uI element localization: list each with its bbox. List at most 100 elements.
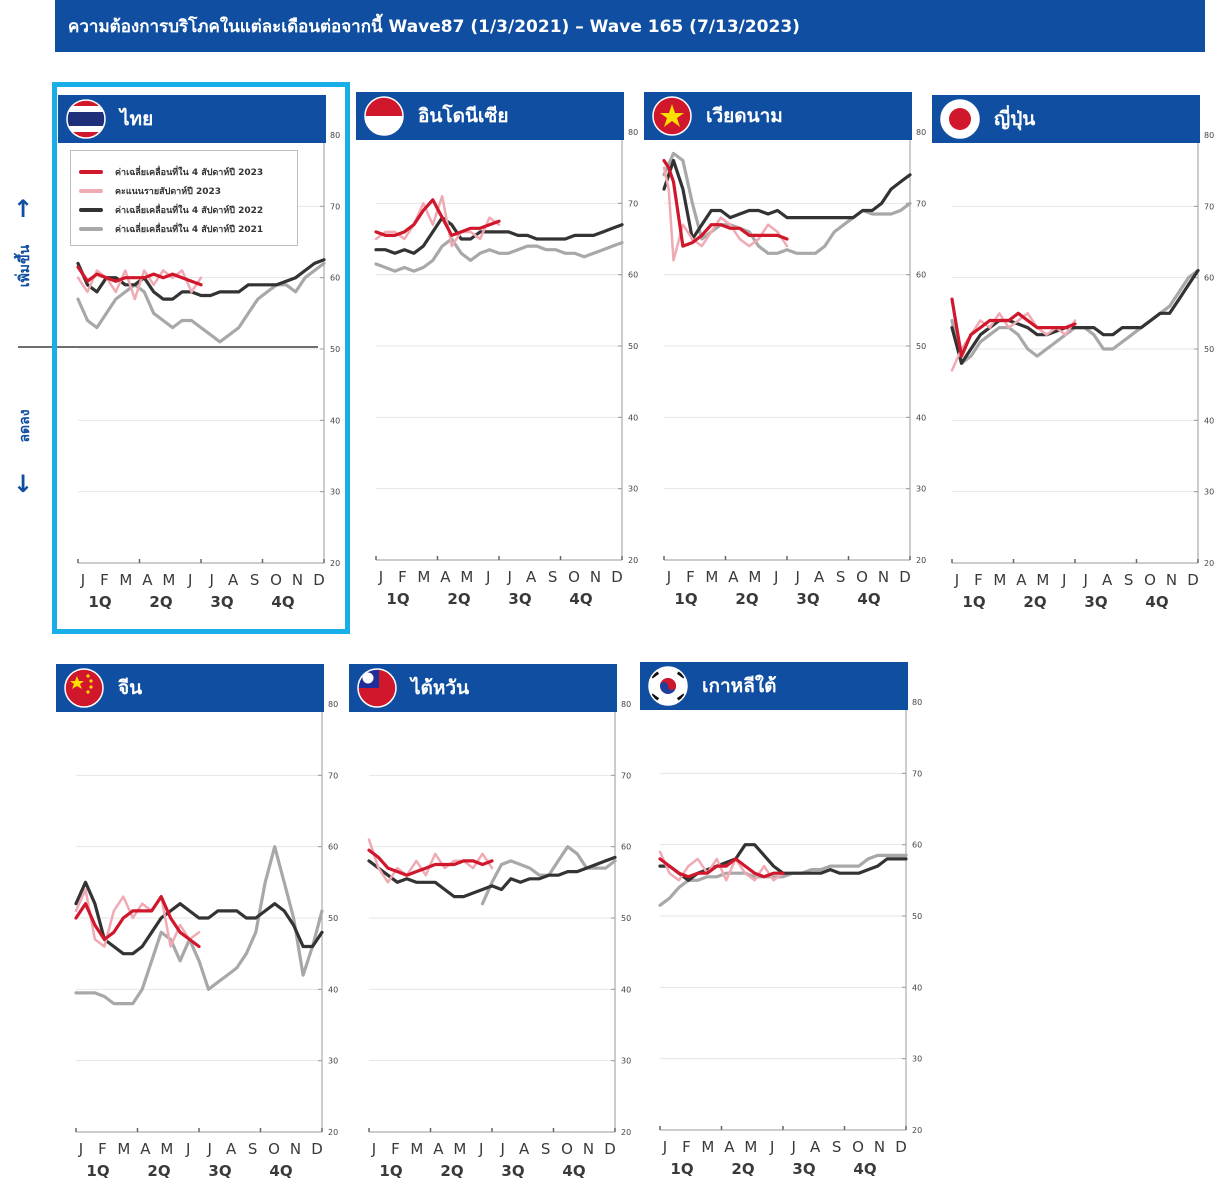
month-label: J xyxy=(378,568,383,586)
legend-item: ค่าเฉลี่ยเคลื่อนที่ใน 4 สัปดาห์ปี 2021 xyxy=(79,220,263,238)
quarter-label: 3Q xyxy=(508,590,531,608)
y-tick-label: 40 xyxy=(912,983,922,992)
china-flag-icon xyxy=(64,668,104,708)
chart-panel: 20 30 40 50 60 70 80 J F M A M J J A S O N D 1Q 2Q 3Q 4Q ไต้หวั… xyxy=(349,664,649,1204)
side-axis-labels: ↑ เพิ่มขึ้น ลดลง ↓ xyxy=(0,190,50,510)
series-line xyxy=(662,158,912,241)
quarter-label: 2Q xyxy=(149,593,172,611)
month-label: F xyxy=(682,1138,691,1156)
series-line xyxy=(374,198,501,237)
page-title: ความต้องการบริโภคในแต่ละเดือนต่อจากนี้ W… xyxy=(68,16,800,37)
month-label: A xyxy=(440,568,451,586)
quarter-label: 4Q xyxy=(569,590,592,608)
month-label: M xyxy=(1036,571,1049,589)
series-line xyxy=(367,838,494,884)
chart-panel: 20 30 40 50 60 70 80 J F M A M J J A S O N D 1Q 2Q 3Q 4Q อินโดน… xyxy=(356,92,656,632)
quarter-label: 2Q xyxy=(735,590,758,608)
month-label: D xyxy=(611,568,623,586)
month-label: J xyxy=(791,1138,796,1156)
month-label: A xyxy=(724,1138,735,1156)
series-line xyxy=(658,853,908,907)
y-tick-label: 20 xyxy=(328,1128,338,1137)
month-label: D xyxy=(899,568,911,586)
taiwan-flag-icon xyxy=(357,668,397,708)
quarter-label: 4Q xyxy=(857,590,880,608)
month-label: J xyxy=(187,571,192,589)
quarter-label: 1Q xyxy=(674,590,697,608)
month-label: J xyxy=(80,571,85,589)
y-tick-label: 30 xyxy=(621,1057,631,1066)
country-header: เกาหลีใต้ xyxy=(640,662,908,710)
y-tick-label: 60 xyxy=(328,843,338,852)
y-tick-label: 80 xyxy=(328,700,338,709)
quarter-label: 1Q xyxy=(670,1160,693,1178)
month-label: O xyxy=(568,568,580,586)
quarter-label: 3Q xyxy=(208,1162,231,1180)
month-label: D xyxy=(604,1140,616,1158)
quarter-label: 3Q xyxy=(210,593,233,611)
country-header: จีน xyxy=(56,664,324,712)
month-label: A xyxy=(228,571,239,589)
month-label: F xyxy=(391,1140,400,1158)
y-tick-label: 60 xyxy=(1204,274,1214,283)
series-line xyxy=(374,237,624,273)
y-tick-label: 50 xyxy=(621,914,631,923)
y-tick-label: 30 xyxy=(328,1057,338,1066)
y-tick-label: 50 xyxy=(330,345,340,354)
month-label: N xyxy=(292,571,303,589)
y-tick-label: 70 xyxy=(628,199,638,208)
month-label: S xyxy=(1124,571,1134,589)
quarter-label: 3Q xyxy=(796,590,819,608)
month-label: N xyxy=(1166,571,1177,589)
y-tick-label: 30 xyxy=(916,485,926,494)
month-label: O xyxy=(268,1140,280,1158)
y-tick-label: 40 xyxy=(328,985,338,994)
thailand-flag-icon xyxy=(66,99,106,139)
month-label: M xyxy=(417,568,430,586)
legend-label: ค่าเฉลี่ยเคลื่อนที่ใน 4 สัปดาห์ปี 2023 xyxy=(115,168,264,178)
month-label: O xyxy=(856,568,868,586)
month-label: J xyxy=(485,568,490,586)
increase-label: เพิ่มขึ้น xyxy=(17,244,33,288)
y-tick-label: 30 xyxy=(330,488,340,497)
quarter-label: 4Q xyxy=(853,1160,876,1178)
vietnam-flag-icon xyxy=(652,96,692,136)
y-tick-label: 70 xyxy=(328,771,338,780)
month-label: J xyxy=(371,1140,376,1158)
chart-panel: 20 30 40 50 60 70 80 J F M A M J J A S O N D 1Q 2Q 3Q 4Q เกาหลี… xyxy=(640,662,940,1202)
y-tick-label: 40 xyxy=(330,416,340,425)
month-label: J xyxy=(185,1140,190,1158)
legend-label: ค่าเฉลี่ยเคลื่อนที่ใน 4 สัปดาห์ปี 2022 xyxy=(115,206,264,216)
quarter-label: 1Q xyxy=(379,1162,402,1180)
legend-item: คะแนนรายสัปดาห์ปี 2023 xyxy=(79,182,221,200)
y-tick-label: 60 xyxy=(912,841,922,850)
quarter-label: 4Q xyxy=(562,1162,585,1180)
country-name: จีน xyxy=(118,677,143,699)
month-label: N xyxy=(290,1140,301,1158)
month-label: J xyxy=(773,568,778,586)
y-tick-label: 70 xyxy=(621,771,631,780)
y-tick-label: 20 xyxy=(628,556,638,565)
month-label: M xyxy=(410,1140,423,1158)
up-arrow-icon: ↑ xyxy=(12,195,34,223)
month-label: M xyxy=(744,1138,757,1156)
month-label: A xyxy=(433,1140,444,1158)
legend-item: ค่าเฉลี่ยเคลื่อนที่ใน 4 สัปดาห์ปี 2022 xyxy=(79,201,263,219)
chart-panel: 20 30 40 50 60 70 80 J F M A M J J A S O N D 1Q 2Q 3Q 4Q จีน xyxy=(56,664,356,1204)
y-tick-label: 30 xyxy=(1204,488,1214,497)
month-label: J xyxy=(209,571,214,589)
month-label: J xyxy=(1061,571,1066,589)
y-tick-label: 70 xyxy=(1204,202,1214,211)
month-label: S xyxy=(832,1138,842,1156)
series-line xyxy=(76,265,203,287)
baseline-50-line xyxy=(18,346,318,348)
y-tick-label: 60 xyxy=(621,843,631,852)
quarter-label: 4Q xyxy=(269,1162,292,1180)
quarter-label: 2Q xyxy=(1023,593,1046,611)
y-tick-label: 20 xyxy=(1204,559,1214,568)
month-label: A xyxy=(142,571,153,589)
quarter-label: 2Q xyxy=(447,590,470,608)
